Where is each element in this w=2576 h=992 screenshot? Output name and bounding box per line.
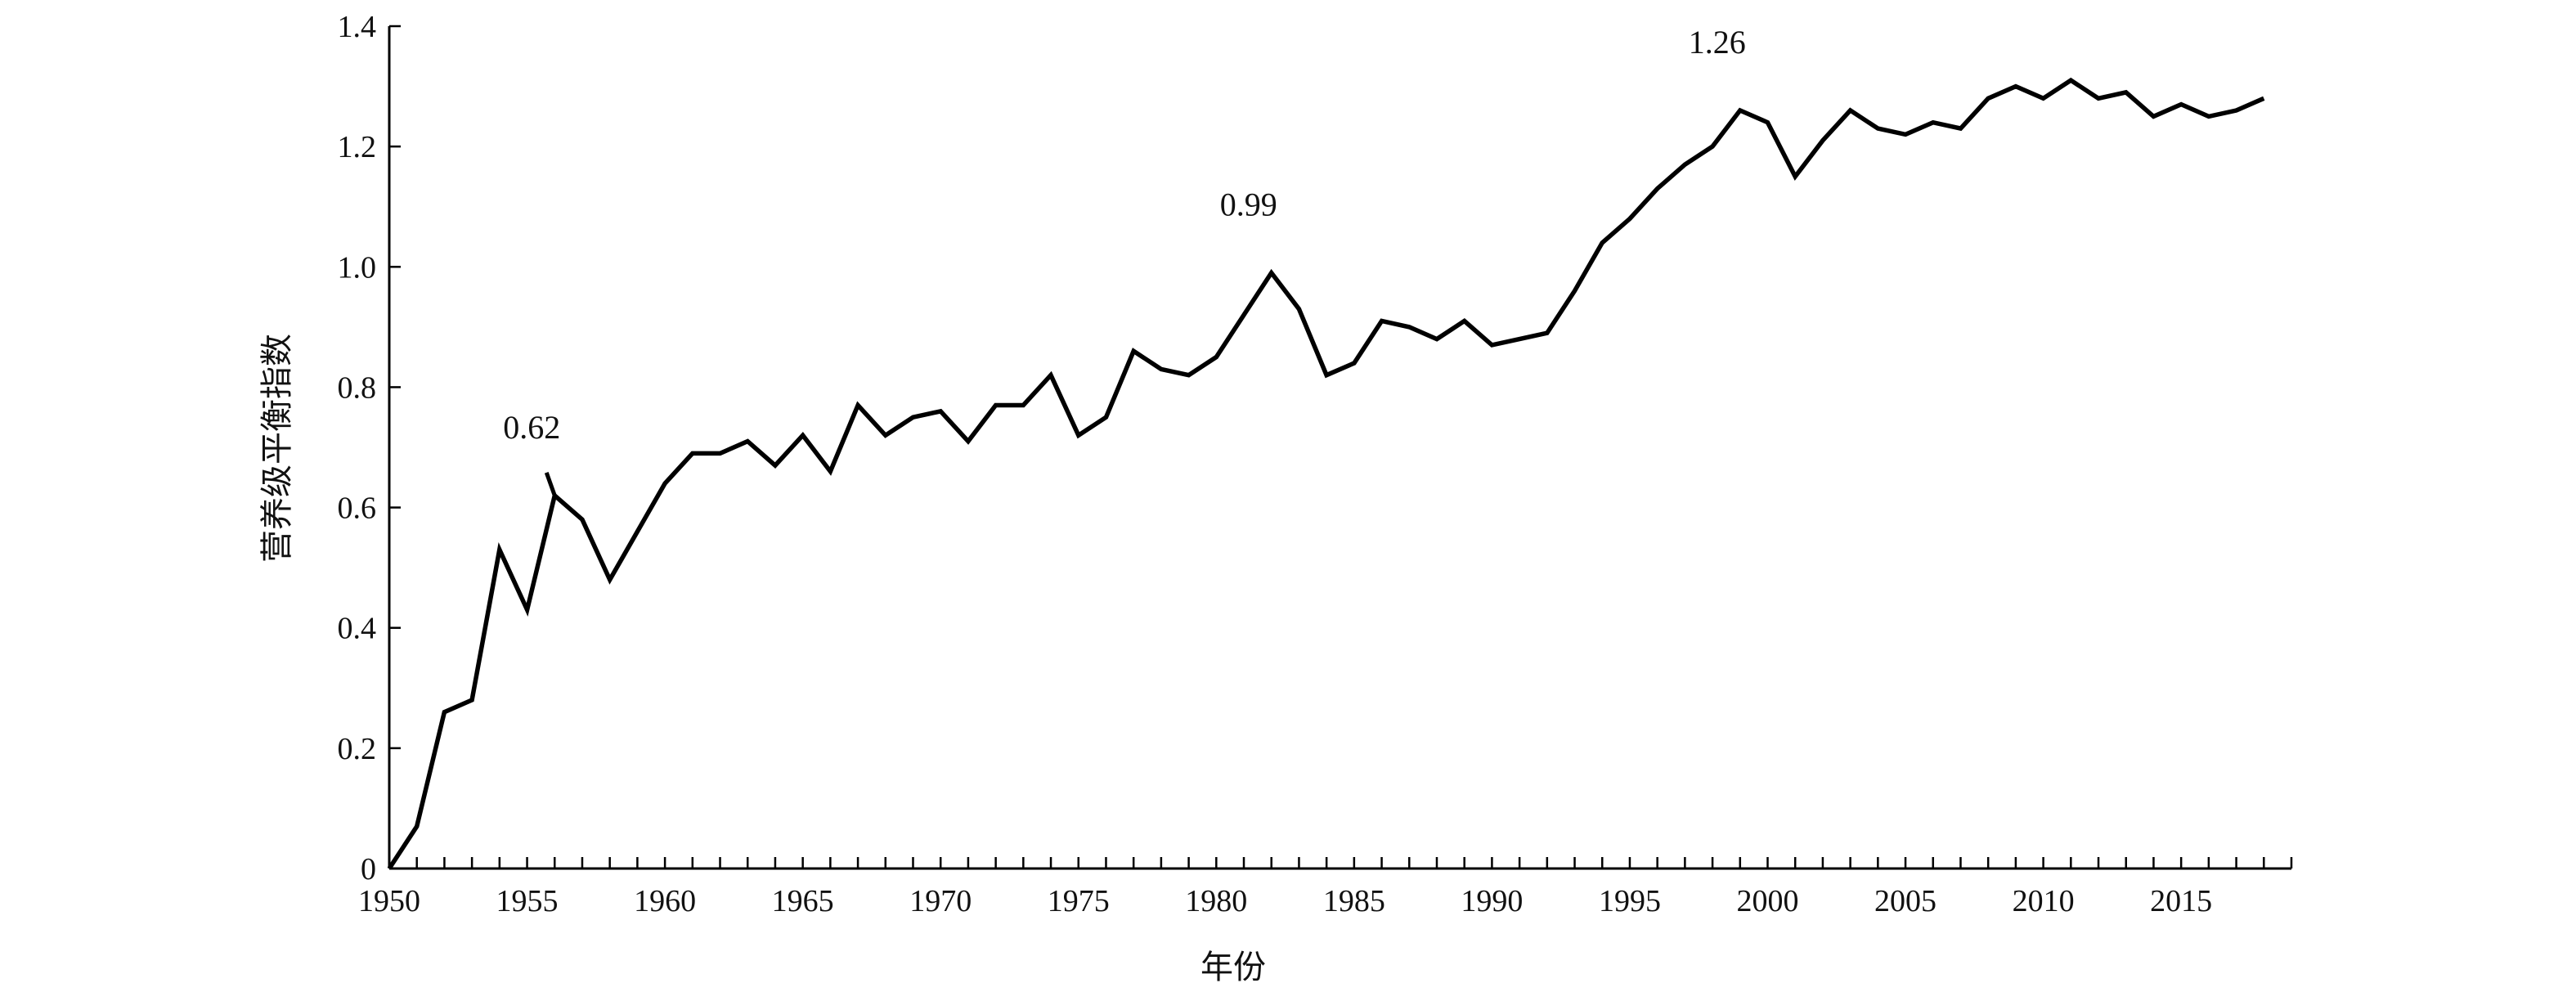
data-label: 0.62 — [503, 409, 560, 446]
x-tick-label: 2010 — [2013, 884, 2075, 918]
y-axis-title: 营养级平衡指数 — [258, 334, 296, 563]
x-tick-label: 1990 — [1461, 884, 1523, 918]
y-tick-label: 1.4 — [338, 10, 377, 44]
x-tick-label: 2000 — [1737, 884, 1799, 918]
y-tick-label: 0 — [361, 852, 376, 887]
x-tick-label: 1965 — [772, 884, 834, 918]
y-tick-label: 0.8 — [338, 370, 377, 405]
x-tick-label: 1985 — [1323, 884, 1385, 918]
x-tick-label: 1950 — [358, 884, 420, 918]
x-tick-label: 1960 — [634, 884, 696, 918]
x-tick-label: 1980 — [1185, 884, 1247, 918]
axes: 1950 1955 1960 1965 1970 1975 1980 1985 1990 1995… — [338, 10, 2293, 918]
x-tick-label: 1955 — [496, 884, 559, 918]
x-tick-label: 2005 — [1874, 884, 1936, 918]
x-tick-label: 2015 — [2150, 884, 2212, 918]
x-tick-label: 1975 — [1048, 884, 1110, 918]
y-tick-label: 0.2 — [338, 732, 377, 766]
x-tick-label: 1995 — [1599, 884, 1661, 918]
annotations: 0.62 0.99 1.26 — [503, 24, 1746, 496]
series-line-group — [387, 77, 2265, 870]
x-axis-title: 年份 — [1200, 949, 1266, 986]
data-label: 1.26 — [1689, 24, 1746, 61]
y-tick-label: 1.0 — [338, 250, 377, 285]
y-tick-label: 0.6 — [338, 492, 377, 526]
x-tick-label: 1970 — [909, 884, 972, 918]
data-label: 0.99 — [1220, 186, 1277, 223]
annotation-leader — [544, 472, 557, 496]
series-line — [387, 77, 2265, 870]
y-tick-label: 0.4 — [338, 612, 377, 646]
y-tick-label: 1.2 — [338, 130, 377, 164]
